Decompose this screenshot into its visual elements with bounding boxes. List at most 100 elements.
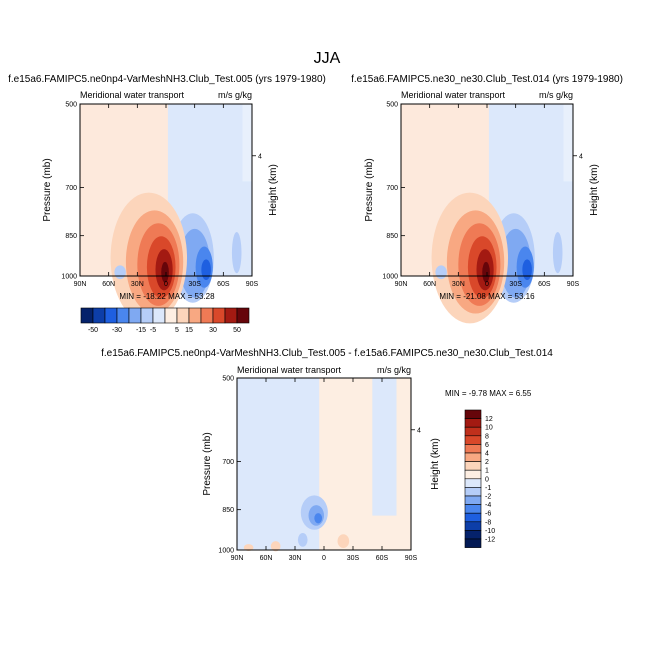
field-region-weak	[563, 104, 573, 182]
panel-3: f.e15a6.FAMIPC5.ne0np4-VarMeshNH3.Club_T…	[101, 348, 553, 562]
panel-1-minmax: MIN = -18.22 MAX = 53.28	[119, 292, 215, 301]
colorbar-swatch	[116, 307, 130, 324]
diff-colorbar-swatch	[464, 478, 482, 488]
panel-1-title: f.e15a6.FAMIPC5.ne0np4-VarMeshNH3.Club_T…	[8, 74, 326, 85]
x-tick-label: 60S	[538, 281, 551, 288]
diff-colorbar-swatch	[464, 504, 482, 514]
diff-negative-contour-4	[297, 532, 308, 547]
diff-colorbar-label: 12	[485, 416, 493, 423]
colorbar-label: 30	[209, 327, 217, 334]
x-tick-label: 30N	[452, 281, 465, 288]
negative-contour-6	[435, 265, 447, 280]
panel-2: f.e15a6.FAMIPC5.ne30_ne30.Club_Test.014 …	[351, 74, 623, 324]
y-tick-label: 500	[386, 102, 398, 109]
diff-colorbar-swatch	[464, 435, 482, 445]
figure-title: JJA	[314, 50, 341, 67]
diff-colorbar-swatch	[464, 495, 482, 505]
colorbar-swatch	[200, 307, 214, 324]
panel-3-left-label: Meridional water transport	[237, 365, 342, 375]
panel-3-right-label: m/s g/kg	[377, 365, 411, 375]
x-tick-label: 0	[164, 281, 168, 288]
x-tick-label: 60N	[260, 555, 273, 562]
colorbar-label: 15	[185, 327, 193, 334]
diff-colorbar-label: 8	[485, 433, 489, 440]
diff-colorbar-swatch	[464, 461, 482, 471]
diff-colorbar-label: 6	[485, 442, 489, 449]
colorbar-swatch	[128, 307, 142, 324]
diff-colorbar-label: -10	[485, 528, 495, 535]
colorbar-swatch	[92, 307, 106, 324]
colorbar-label: 50	[233, 327, 241, 334]
colorbar-swatch	[140, 307, 154, 324]
diff-colorbar-label: -8	[485, 519, 491, 526]
y-tick-label: 850	[222, 507, 234, 514]
diff-colorbar-swatch	[464, 538, 482, 548]
diff-negative-contour-3	[314, 513, 323, 524]
negative-contour-6	[114, 265, 126, 280]
negative-contour-5	[231, 231, 242, 274]
x-tick-label: 30N	[289, 555, 302, 562]
panel-2-title: f.e15a6.FAMIPC5.ne30_ne30.Club_Test.014 …	[351, 74, 623, 85]
diff-colorbar-swatch	[464, 452, 482, 462]
colorbar-label: 5	[175, 327, 179, 334]
diff-colorbar-swatch	[464, 521, 482, 531]
diff-colorbar-swatch	[464, 469, 482, 480]
diff-colorbar-swatch	[464, 487, 482, 497]
colorbar-swatch	[176, 307, 190, 324]
diff-colorbar-swatch	[464, 409, 482, 419]
panel-2-y2label: Height (km)	[589, 164, 600, 216]
colorbar-label: -5	[150, 327, 156, 334]
diff-colorbar-label: -2	[485, 494, 491, 501]
positive-contour-6	[482, 261, 490, 283]
x-tick-label: 60N	[423, 281, 436, 288]
x-tick-label: 60S	[217, 281, 230, 288]
diff-colorbar-swatch	[464, 418, 482, 428]
x-tick-label: 60S	[376, 555, 389, 562]
x-tick-label: 90S	[405, 555, 418, 562]
panel-1-ylabel: Pressure (mb)	[42, 158, 53, 221]
y-tick-label: 700	[65, 185, 77, 192]
colorbar-swatch	[188, 307, 202, 324]
x-tick-label: 0	[485, 281, 489, 288]
x-tick-label: 90N	[395, 281, 408, 288]
y-tick-label: 850	[386, 233, 398, 240]
diff-colorbar-label: 0	[485, 476, 489, 483]
y2-tick-label: 4	[579, 153, 583, 160]
x-tick-label: 90S	[567, 281, 580, 288]
panel-1-right-label: m/s g/kg	[218, 90, 252, 100]
panel-1-y2label: Height (km)	[268, 164, 279, 216]
diff-colorbar-label: -6	[485, 511, 491, 518]
diff-colorbar-label: 10	[485, 425, 493, 432]
diff-colorbar-swatch	[464, 530, 482, 540]
panel-3-axes: 90N 60N 30N 0 30S 60S 90S 500 700 850 1000 4	[218, 376, 421, 563]
diff-colorbar-label: 4	[485, 451, 489, 458]
diff-positive-contour-2	[337, 534, 350, 549]
panel-3-y2label: Height (km)	[430, 438, 441, 490]
diff-colorbar-swatch	[464, 444, 482, 454]
x-tick-label: 0	[322, 555, 326, 562]
positive-contour-6	[161, 261, 169, 283]
diff-colorbar-label: -4	[485, 502, 491, 509]
main-colorbar: -50 -30 -15 -5 5 15 30 50	[80, 307, 250, 334]
panel-2-ylabel: Pressure (mb)	[364, 158, 375, 221]
colorbar-swatch	[104, 307, 118, 324]
diff-colorbar-label: 1	[485, 468, 489, 475]
panel-2-minmax: MIN = -21.08 MAX = 53.16	[439, 292, 535, 301]
colorbar-swatch	[224, 307, 238, 324]
diff-positive-contour-1	[270, 541, 281, 552]
y-tick-label: 700	[386, 185, 398, 192]
panel-2-right-label: m/s g/kg	[539, 90, 573, 100]
x-tick-label: 60N	[102, 281, 115, 288]
x-tick-label: 90N	[231, 555, 244, 562]
field-region-negative-2	[372, 378, 397, 516]
colorbar-label: -30	[112, 327, 122, 334]
panel-2-left-label: Meridional water transport	[401, 90, 506, 100]
colorbar-label: -50	[88, 327, 98, 334]
colorbar-swatch	[212, 307, 226, 324]
colorbar-label: -15	[136, 327, 146, 334]
x-tick-label: 30N	[131, 281, 144, 288]
colorbar-swatch	[80, 307, 94, 324]
x-tick-label: 30S	[347, 555, 360, 562]
diff-colorbar-swatch	[464, 512, 482, 523]
